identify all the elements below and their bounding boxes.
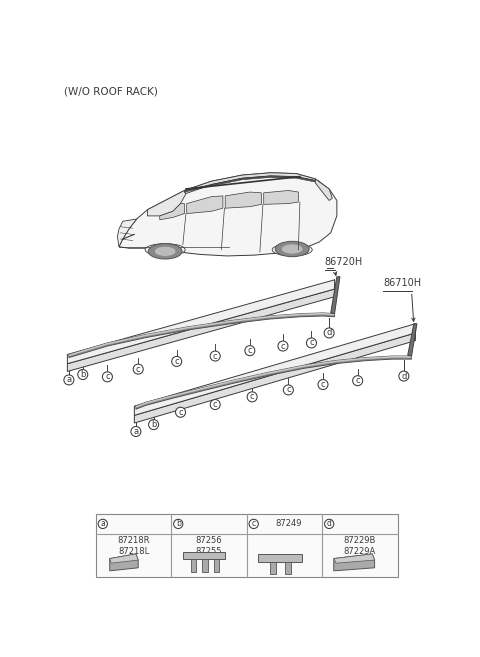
- Ellipse shape: [155, 246, 176, 256]
- Text: c: c: [321, 380, 325, 389]
- Circle shape: [176, 407, 186, 417]
- Text: d: d: [401, 372, 407, 380]
- Polygon shape: [119, 173, 337, 256]
- Text: c: c: [136, 365, 141, 374]
- Circle shape: [64, 375, 74, 385]
- Polygon shape: [315, 179, 332, 200]
- Polygon shape: [69, 313, 335, 357]
- Circle shape: [324, 328, 334, 338]
- Ellipse shape: [145, 244, 185, 256]
- Polygon shape: [334, 554, 374, 563]
- Text: c: c: [248, 346, 252, 355]
- Polygon shape: [118, 219, 137, 246]
- Text: c: c: [178, 408, 183, 417]
- Text: c: c: [355, 376, 360, 385]
- Text: 87249: 87249: [275, 520, 301, 528]
- Polygon shape: [67, 289, 335, 371]
- Polygon shape: [134, 324, 415, 415]
- Circle shape: [98, 519, 108, 528]
- Text: 87256
87255: 87256 87255: [196, 536, 222, 556]
- Circle shape: [278, 341, 288, 351]
- Circle shape: [210, 351, 220, 361]
- Circle shape: [149, 420, 158, 430]
- Text: 87218R
87218L: 87218R 87218L: [117, 536, 150, 556]
- Polygon shape: [202, 558, 207, 572]
- Circle shape: [324, 519, 334, 528]
- Circle shape: [131, 426, 141, 436]
- Polygon shape: [187, 196, 223, 214]
- Polygon shape: [214, 558, 219, 572]
- Polygon shape: [258, 554, 302, 562]
- Polygon shape: [225, 192, 262, 208]
- Polygon shape: [285, 562, 291, 574]
- Text: c: c: [174, 357, 179, 366]
- Polygon shape: [331, 277, 340, 313]
- Text: c: c: [252, 520, 256, 528]
- Polygon shape: [264, 191, 299, 204]
- Text: a: a: [100, 520, 105, 528]
- Polygon shape: [69, 313, 335, 356]
- Text: c: c: [281, 342, 285, 351]
- Polygon shape: [183, 553, 225, 558]
- Circle shape: [133, 364, 143, 374]
- Text: c: c: [250, 392, 254, 401]
- Text: (W/O ROOF RACK): (W/O ROOF RACK): [64, 87, 158, 97]
- Text: 86720H: 86720H: [324, 257, 363, 267]
- Circle shape: [249, 519, 258, 528]
- Polygon shape: [408, 324, 417, 356]
- Text: d: d: [327, 520, 332, 528]
- Circle shape: [399, 371, 409, 381]
- Circle shape: [210, 399, 220, 409]
- Polygon shape: [110, 554, 138, 563]
- Polygon shape: [184, 176, 319, 192]
- Circle shape: [318, 380, 328, 390]
- Ellipse shape: [272, 244, 312, 256]
- Text: c: c: [309, 338, 314, 348]
- Circle shape: [353, 376, 363, 386]
- Text: c: c: [213, 351, 217, 361]
- Text: c: c: [286, 386, 291, 394]
- Polygon shape: [110, 554, 138, 571]
- Circle shape: [306, 338, 316, 348]
- Circle shape: [172, 357, 182, 367]
- Polygon shape: [270, 562, 276, 574]
- Polygon shape: [147, 191, 186, 216]
- Text: d: d: [326, 328, 332, 338]
- Text: c: c: [213, 400, 217, 409]
- Circle shape: [283, 385, 293, 395]
- Text: b: b: [151, 420, 156, 429]
- Circle shape: [78, 369, 88, 380]
- Polygon shape: [334, 554, 374, 571]
- Polygon shape: [67, 280, 335, 364]
- Text: b: b: [80, 370, 85, 379]
- Circle shape: [247, 392, 257, 402]
- Circle shape: [245, 346, 255, 355]
- Text: b: b: [176, 520, 180, 528]
- Polygon shape: [191, 558, 196, 572]
- Text: a: a: [66, 375, 72, 384]
- Polygon shape: [134, 333, 415, 423]
- Text: 87229B
87229A: 87229B 87229A: [344, 536, 376, 556]
- Polygon shape: [160, 204, 184, 219]
- Text: c: c: [105, 373, 110, 381]
- Ellipse shape: [275, 241, 309, 257]
- Text: a: a: [133, 427, 138, 436]
- Polygon shape: [184, 173, 323, 194]
- FancyBboxPatch shape: [96, 514, 398, 577]
- Polygon shape: [136, 356, 411, 409]
- Polygon shape: [136, 356, 411, 407]
- Text: 86710H: 86710H: [383, 279, 421, 288]
- Ellipse shape: [148, 244, 182, 259]
- Circle shape: [102, 372, 112, 382]
- Circle shape: [174, 519, 183, 528]
- Ellipse shape: [281, 244, 303, 254]
